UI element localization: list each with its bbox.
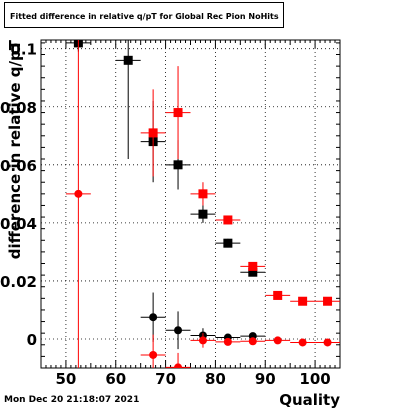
data-point-square xyxy=(298,296,308,306)
y-axis-label: difference in relative q/pT xyxy=(6,39,24,259)
data-point-circle xyxy=(174,363,183,368)
data-point-square xyxy=(248,261,258,271)
data-point-circle xyxy=(74,189,83,198)
data-point-square xyxy=(198,209,208,219)
x-tick-label: 50 xyxy=(55,370,76,388)
data-point-circle xyxy=(248,337,257,346)
y-tick-label: 0.02 xyxy=(0,273,37,291)
data-point-circle xyxy=(223,337,232,346)
data-point-circle xyxy=(298,338,307,347)
x-tick-label: 80 xyxy=(205,370,226,388)
x-tick-label: 90 xyxy=(255,370,276,388)
data-point-square xyxy=(248,267,258,277)
y-tick-label: 0.08 xyxy=(0,99,37,117)
data-point-circle xyxy=(273,336,282,345)
data-point-square xyxy=(173,108,183,118)
data-point-circle xyxy=(323,338,332,347)
plot-frame xyxy=(40,39,341,369)
y-tick-label: 0 xyxy=(27,331,37,349)
data-point-square xyxy=(123,55,133,65)
x-tick-label: 60 xyxy=(105,370,126,388)
data-point-square xyxy=(198,189,208,199)
data-point-square xyxy=(223,215,233,225)
data-layer xyxy=(65,40,340,368)
x-tick-label: 100 xyxy=(299,370,330,388)
x-tick-label: 70 xyxy=(155,370,176,388)
timestamp: Mon Dec 20 21:18:07 2021 xyxy=(4,395,140,405)
y-tick-label: 0.06 xyxy=(0,157,37,175)
data-point-circle xyxy=(149,350,158,359)
data-point-square xyxy=(223,238,233,248)
data-point-circle xyxy=(174,326,183,335)
chart-title: Fitted difference in relative q/pT for G… xyxy=(10,12,279,21)
data-point-square xyxy=(323,296,333,306)
data-point-circle xyxy=(149,313,158,322)
y-tick-label: 0.1 xyxy=(10,41,37,59)
data-point-square xyxy=(148,128,158,138)
chart-title-box: Fitted difference in relative q/pT for G… xyxy=(4,2,284,28)
y-tick-label: 0.04 xyxy=(0,215,37,233)
data-point-square xyxy=(273,290,283,300)
data-point-circle xyxy=(198,336,207,345)
data-point-square xyxy=(173,160,183,170)
x-axis-label: Quality xyxy=(279,391,340,409)
